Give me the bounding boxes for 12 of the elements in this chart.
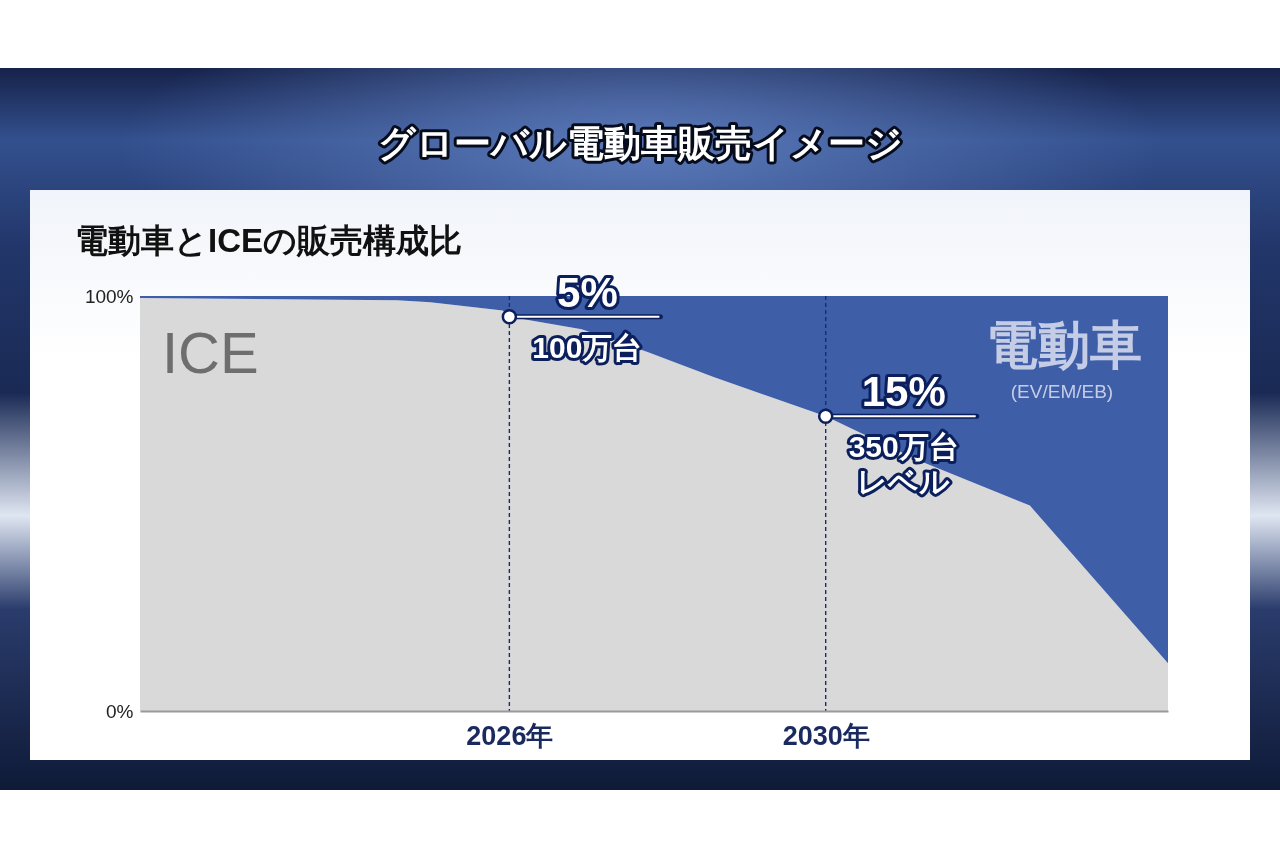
chart-title: グローバル電動車販売イメージ [377, 123, 903, 164]
annotation: (EV/EM/EB) [1010, 381, 1114, 402]
annotation: 350万台 [848, 430, 959, 464]
series-label: ICE [162, 320, 259, 385]
annotation: 15% [861, 368, 946, 416]
chart-subtitle: 電動車とICEの販売構成比 [75, 222, 463, 259]
x-tick-label: 2026年 [466, 720, 554, 751]
y-tick-label: 0% [106, 700, 134, 722]
series-label: 電動車 [986, 316, 1142, 374]
y-tick-label: 100% [84, 285, 134, 307]
annotation: レベル [857, 465, 951, 499]
x-tick-label: 2030年 [782, 720, 870, 751]
